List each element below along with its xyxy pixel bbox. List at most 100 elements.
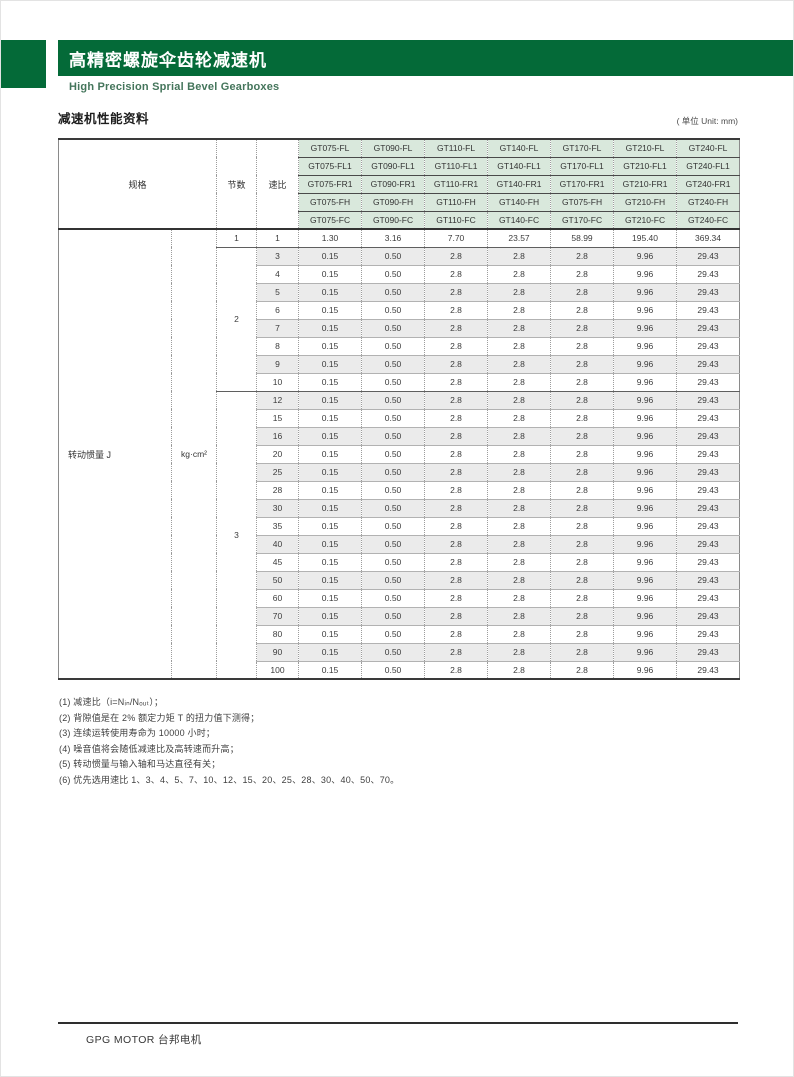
model-header-cell: GT075-FC: [298, 211, 362, 230]
value-cell: 0.15: [298, 336, 362, 355]
col-header-spec: 规格: [57, 139, 217, 230]
value-cell: 2.8: [550, 516, 614, 535]
value-cell: 2.8: [424, 264, 488, 283]
value-cell: 23.57: [487, 228, 551, 247]
ratio-cell: 15: [256, 408, 299, 427]
value-cell: 2.8: [550, 624, 614, 643]
value-cell: 0.50: [361, 354, 425, 373]
ratio-cell: 7: [256, 318, 299, 337]
value-cell: 9.96: [613, 318, 677, 337]
value-cell: 0.15: [298, 462, 362, 481]
value-cell: 0.15: [298, 426, 362, 445]
value-cell: 0.15: [298, 534, 362, 553]
footnote: (3) 连续运转使用寿命为 10000 小时；: [59, 728, 216, 739]
value-cell: 29.43: [676, 642, 740, 661]
value-cell: 9.96: [613, 372, 677, 391]
value-cell: 9.96: [613, 534, 677, 553]
value-cell: 0.15: [298, 408, 362, 427]
value-cell: 0.15: [298, 354, 362, 373]
value-cell: 29.43: [676, 264, 740, 283]
value-cell: 9.96: [613, 480, 677, 499]
value-cell: 0.50: [361, 336, 425, 355]
model-header-cell: GT110-FC: [424, 211, 488, 230]
value-cell: 2.8: [424, 498, 488, 517]
value-cell: 29.43: [676, 570, 740, 589]
value-cell: 29.43: [676, 390, 740, 409]
ratio-cell: 16: [256, 426, 299, 445]
value-cell: 2.8: [550, 246, 614, 265]
value-cell: 2.8: [424, 624, 488, 643]
model-header-cell: GT140-FR1: [487, 175, 551, 194]
value-cell: 0.50: [361, 282, 425, 301]
value-cell: 2.8: [487, 642, 551, 661]
model-header-cell: GT140-FL: [487, 139, 551, 158]
value-cell: 2.8: [550, 570, 614, 589]
value-cell: 2.8: [424, 426, 488, 445]
model-header-cell: GT090-FH: [361, 193, 425, 212]
value-cell: 9.96: [613, 516, 677, 535]
value-cell: 2.8: [487, 588, 551, 607]
value-cell: 9.96: [613, 642, 677, 661]
value-cell: 29.43: [676, 282, 740, 301]
value-cell: 9.96: [613, 570, 677, 589]
value-cell: 9.96: [613, 552, 677, 571]
footnote: (5) 转动惯量与输入轴和马达直径有关；: [59, 759, 221, 770]
value-cell: 0.50: [361, 606, 425, 625]
value-cell: 0.15: [298, 516, 362, 535]
page-subtitle: High Precision Sprial Bevel Gearboxes: [69, 81, 280, 93]
model-header-cell: GT075-FR1: [298, 175, 362, 194]
value-cell: 2.8: [550, 264, 614, 283]
model-header-cell: GT240-FC: [676, 211, 740, 230]
value-cell: 2.8: [487, 264, 551, 283]
value-cell: 2.8: [424, 390, 488, 409]
value-cell: 29.43: [676, 588, 740, 607]
value-cell: 2.8: [550, 606, 614, 625]
value-cell: 29.43: [676, 624, 740, 643]
ratio-cell: 28: [256, 480, 299, 499]
section-title: 减速机性能资料: [58, 112, 150, 126]
value-cell: 2.8: [424, 480, 488, 499]
ratio-cell: 25: [256, 462, 299, 481]
value-cell: 0.50: [361, 624, 425, 643]
model-header-cell: GT140-FC: [487, 211, 551, 230]
value-cell: 9.96: [613, 300, 677, 319]
footnote: (1) 减速比（i=Nᵢₙ/Nₒᵤₜ）；: [59, 697, 164, 707]
value-cell: 2.8: [550, 354, 614, 373]
value-cell: 2.8: [550, 534, 614, 553]
value-cell: 0.50: [361, 588, 425, 607]
value-cell: 2.8: [424, 372, 488, 391]
value-cell: 2.8: [424, 570, 488, 589]
model-header-cell: GT075-FH: [550, 193, 614, 212]
value-cell: 0.15: [298, 660, 362, 679]
value-cell: 2.8: [487, 480, 551, 499]
value-cell: 29.43: [676, 606, 740, 625]
ratio-cell: 60: [256, 588, 299, 607]
value-cell: 2.8: [487, 534, 551, 553]
value-cell: 2.8: [424, 300, 488, 319]
ratio-cell: 9: [256, 354, 299, 373]
value-cell: 9.96: [613, 390, 677, 409]
value-cell: 0.50: [361, 390, 425, 409]
model-header-cell: GT210-FH: [613, 193, 677, 212]
value-cell: 2.8: [550, 390, 614, 409]
value-cell: 9.96: [613, 282, 677, 301]
value-cell: 9.96: [613, 606, 677, 625]
ratio-cell: 80: [256, 624, 299, 643]
value-cell: 0.50: [361, 408, 425, 427]
value-cell: 3.16: [361, 228, 425, 247]
value-cell: 0.50: [361, 426, 425, 445]
value-cell: 2.8: [487, 408, 551, 427]
value-cell: 2.8: [487, 282, 551, 301]
value-cell: 0.50: [361, 372, 425, 391]
model-header-cell: GT140-FL1: [487, 157, 551, 176]
footnotes: (1) 减速比（i=Nᵢₙ/Nₒᵤₜ）； (2) 背隙值是在 2% 额定力矩 T …: [59, 695, 399, 789]
value-cell: 0.15: [298, 390, 362, 409]
value-cell: 2.8: [424, 534, 488, 553]
value-cell: 1.30: [298, 228, 362, 247]
model-header-cell: GT240-FR1: [676, 175, 740, 194]
value-cell: 0.15: [298, 246, 362, 265]
section-heading-row: 减速机性能资料 ( 单位 Unit: mm): [58, 108, 738, 127]
value-cell: 0.15: [298, 480, 362, 499]
model-header-cell: GT110-FR1: [424, 175, 488, 194]
